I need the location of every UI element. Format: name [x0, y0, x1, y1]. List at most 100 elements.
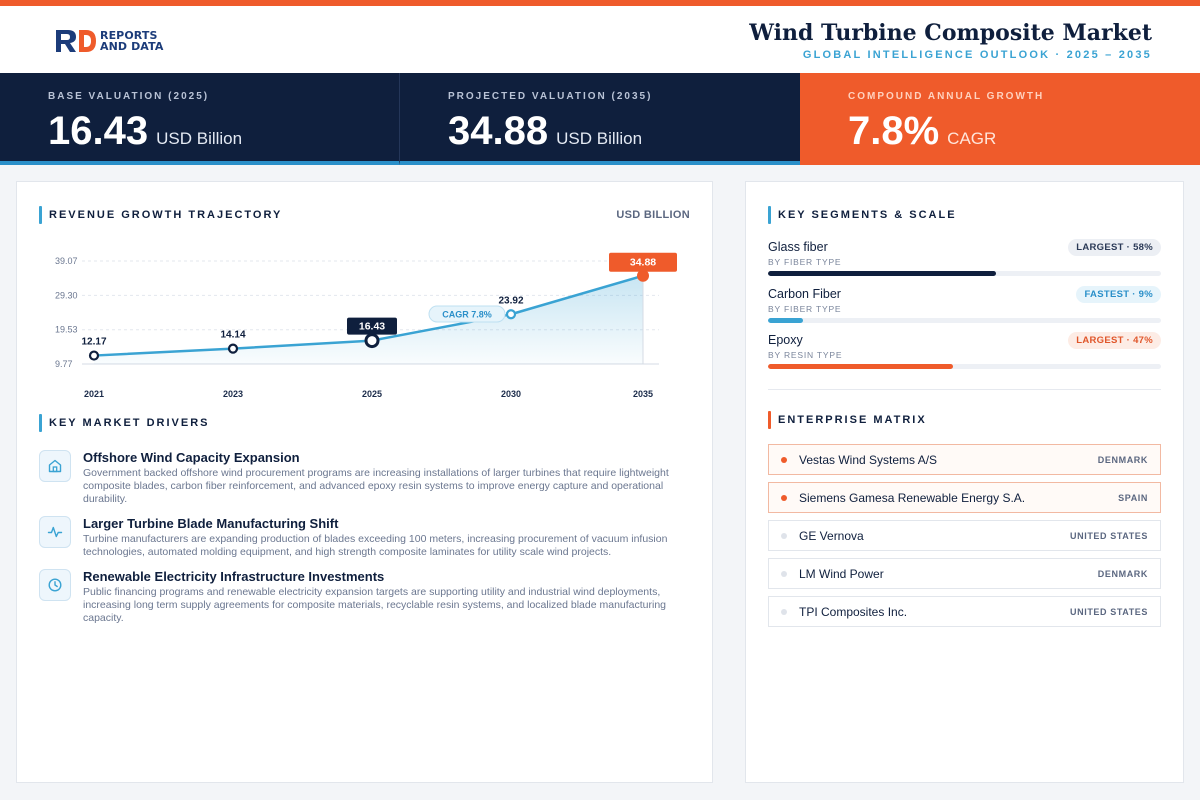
revenue-drivers-card: REVENUE GROWTH TRAJECTORY USD BILLION 39…: [16, 181, 713, 783]
data-point: [227, 343, 239, 354]
enterprise-row[interactable]: Siemens Gamesa Renewable Energy S.A. SPA…: [768, 482, 1161, 513]
stat-value: 16.43 USD Billion: [48, 109, 242, 161]
x-tick-label: 2023: [223, 389, 243, 399]
driver-description: Turbine manufacturers are expanding prod…: [83, 533, 668, 558]
stats-band: BASE VALUATION (2025) 16.43 USD Billion P…: [0, 73, 1200, 165]
enterprise-country: DENMARK: [1097, 455, 1148, 465]
driver-title: Renewable Electricity Infrastructure Inv…: [83, 569, 385, 584]
area-fill: [94, 275, 643, 364]
stat-unit: USD Billion: [156, 129, 243, 148]
brand-logo-text: REPORTS AND DATA: [100, 30, 163, 52]
stat-label: COMPOUND ANNUAL GROWTH: [848, 91, 1045, 102]
segments-section-title: KEY SEGMENTS & SCALE: [768, 206, 957, 224]
segment-name: Carbon Fiber: [768, 287, 841, 301]
stat-base-valuation: BASE VALUATION (2025) 16.43 USD Billion: [0, 73, 400, 165]
data-label-box: [347, 317, 397, 335]
driver-item: Renewable Electricity Infrastructure Inv…: [39, 569, 689, 629]
enterprise-row[interactable]: Vestas Wind Systems A/S DENMARK: [768, 444, 1161, 475]
data-label-box: [609, 252, 677, 272]
enterprise-name: GE Vernova: [799, 529, 864, 543]
data-label: 16.43: [359, 321, 385, 333]
cagr-pill: [428, 305, 506, 323]
x-tick-label: 2025: [362, 389, 382, 399]
enterprise-row[interactable]: GE Vernova UNITED STATES: [768, 520, 1161, 551]
building-icon: [39, 450, 71, 482]
segment-category: BY FIBER TYPE: [768, 304, 842, 314]
page-subtitle: GLOBAL INTELLIGENCE OUTLOOK · 2025 – 203…: [802, 49, 1152, 61]
driver-description: Public financing programs and renewable …: [83, 586, 667, 624]
segment-badge: FASTEST · 9%: [1076, 286, 1161, 303]
section-divider: [768, 389, 1161, 390]
data-point: [364, 333, 380, 349]
y-tick-label: 19.53: [55, 325, 78, 335]
cagr-annotation: CAGR 7.8%: [442, 310, 492, 320]
stat-unit: CAGR: [947, 129, 997, 148]
enterprise-country: DENMARK: [1097, 569, 1148, 579]
data-point: [505, 309, 517, 320]
segment-name: Glass fiber: [768, 240, 828, 254]
enterprise-country: UNITED STATES: [1070, 607, 1148, 617]
stat-label: BASE VALUATION (2025): [48, 91, 210, 102]
data-label: 12.17: [81, 337, 106, 348]
segment-bar-fill: [768, 318, 804, 323]
clock-icon: [39, 569, 71, 601]
stat-number: 7.8%: [848, 109, 940, 153]
chart-unit-label: USD BILLION: [616, 209, 690, 221]
brand-logo[interactable]: REPORTS AND DATA: [54, 27, 163, 55]
segment-carbon-fiber: Carbon Fiber BY FIBER TYPE FASTEST · 9%: [768, 286, 1161, 327]
segment-category: BY FIBER TYPE: [768, 257, 842, 267]
stat-label: PROJECTED VALUATION (2035): [448, 91, 653, 102]
top-accent-bar: [0, 0, 1200, 6]
stat-projected-valuation: PROJECTED VALUATION (2035) 34.88 USD Bill…: [400, 73, 800, 165]
segment-bar-track: [768, 318, 1161, 323]
driver-item: Offshore Wind Capacity Expansion Governm…: [39, 450, 689, 510]
segment-name: Epoxy: [768, 333, 803, 347]
status-dot: [781, 609, 787, 615]
segment-bar-track: [768, 271, 1161, 276]
y-tick-label: 39.07: [55, 256, 78, 266]
segment-category: BY RESIN TYPE: [768, 350, 843, 360]
segment-glass-fiber: Glass fiber BY FIBER TYPE LARGEST · 58%: [768, 239, 1161, 280]
status-dot: [781, 457, 787, 463]
enterprise-country: SPAIN: [1118, 493, 1148, 503]
status-dot: [781, 533, 787, 539]
segment-badge: LARGEST · 58%: [1068, 239, 1161, 256]
x-tick-label: 2030: [501, 389, 521, 399]
driver-item: Larger Turbine Blade Manufacturing Shift…: [39, 516, 689, 562]
stat-number: 16.43: [48, 109, 149, 153]
driver-title: Offshore Wind Capacity Expansion: [83, 450, 300, 465]
segment-epoxy: Epoxy BY RESIN TYPE LARGEST · 47%: [768, 332, 1161, 373]
x-tick-label: 2021: [84, 389, 104, 399]
revenue-line-chart: 39.07 29.30 19.53 9.77 CAGR 7.8% 12.17 2021 14.…: [55, 252, 677, 399]
y-tick-label: 29.30: [55, 290, 78, 300]
stat-value: 34.88 USD Billion: [448, 109, 642, 161]
brand-line-2: AND DATA: [100, 40, 164, 53]
brand-line-1: REPORTS: [100, 29, 158, 42]
data-label: 23.92: [498, 295, 523, 306]
y-tick-label: 9.77: [55, 359, 73, 369]
page-title: Wind Turbine Composite Market: [749, 20, 1152, 46]
enterprise-name: Vestas Wind Systems A/S: [799, 453, 938, 467]
stat-cagr: COMPOUND ANNUAL GROWTH 7.8% CAGR: [800, 73, 1200, 165]
x-tick-label: 2035: [633, 389, 653, 399]
enterprise-name: TPI Composites Inc.: [799, 605, 908, 619]
segment-bar-track: [768, 364, 1161, 369]
data-point: [88, 350, 100, 361]
activity-icon: [39, 516, 71, 548]
page-header: REPORTS AND DATA Wind Turbine Composite …: [0, 6, 1200, 73]
data-label: 34.88: [630, 257, 656, 269]
driver-description: Government backed offshore wind procurem…: [83, 467, 669, 505]
brand-logo-mark: [56, 30, 96, 52]
drivers-section-title: KEY MARKET DRIVERS: [39, 414, 209, 432]
enterprise-row[interactable]: LM Wind Power DENMARK: [768, 558, 1161, 589]
enterprise-section-title: ENTERPRISE MATRIX: [768, 411, 927, 429]
revenue-section-title: REVENUE GROWTH TRAJECTORY: [39, 206, 282, 224]
stat-unit: USD Billion: [556, 129, 643, 148]
enterprise-name: LM Wind Power: [799, 567, 884, 581]
stat-number: 34.88: [448, 109, 549, 153]
enterprise-row[interactable]: TPI Composites Inc. UNITED STATES: [768, 596, 1161, 627]
enterprise-name: Siemens Gamesa Renewable Energy S.A.: [799, 491, 1026, 505]
data-point: [637, 269, 649, 282]
data-label: 14.14: [220, 330, 245, 341]
driver-title: Larger Turbine Blade Manufacturing Shift: [83, 516, 339, 531]
